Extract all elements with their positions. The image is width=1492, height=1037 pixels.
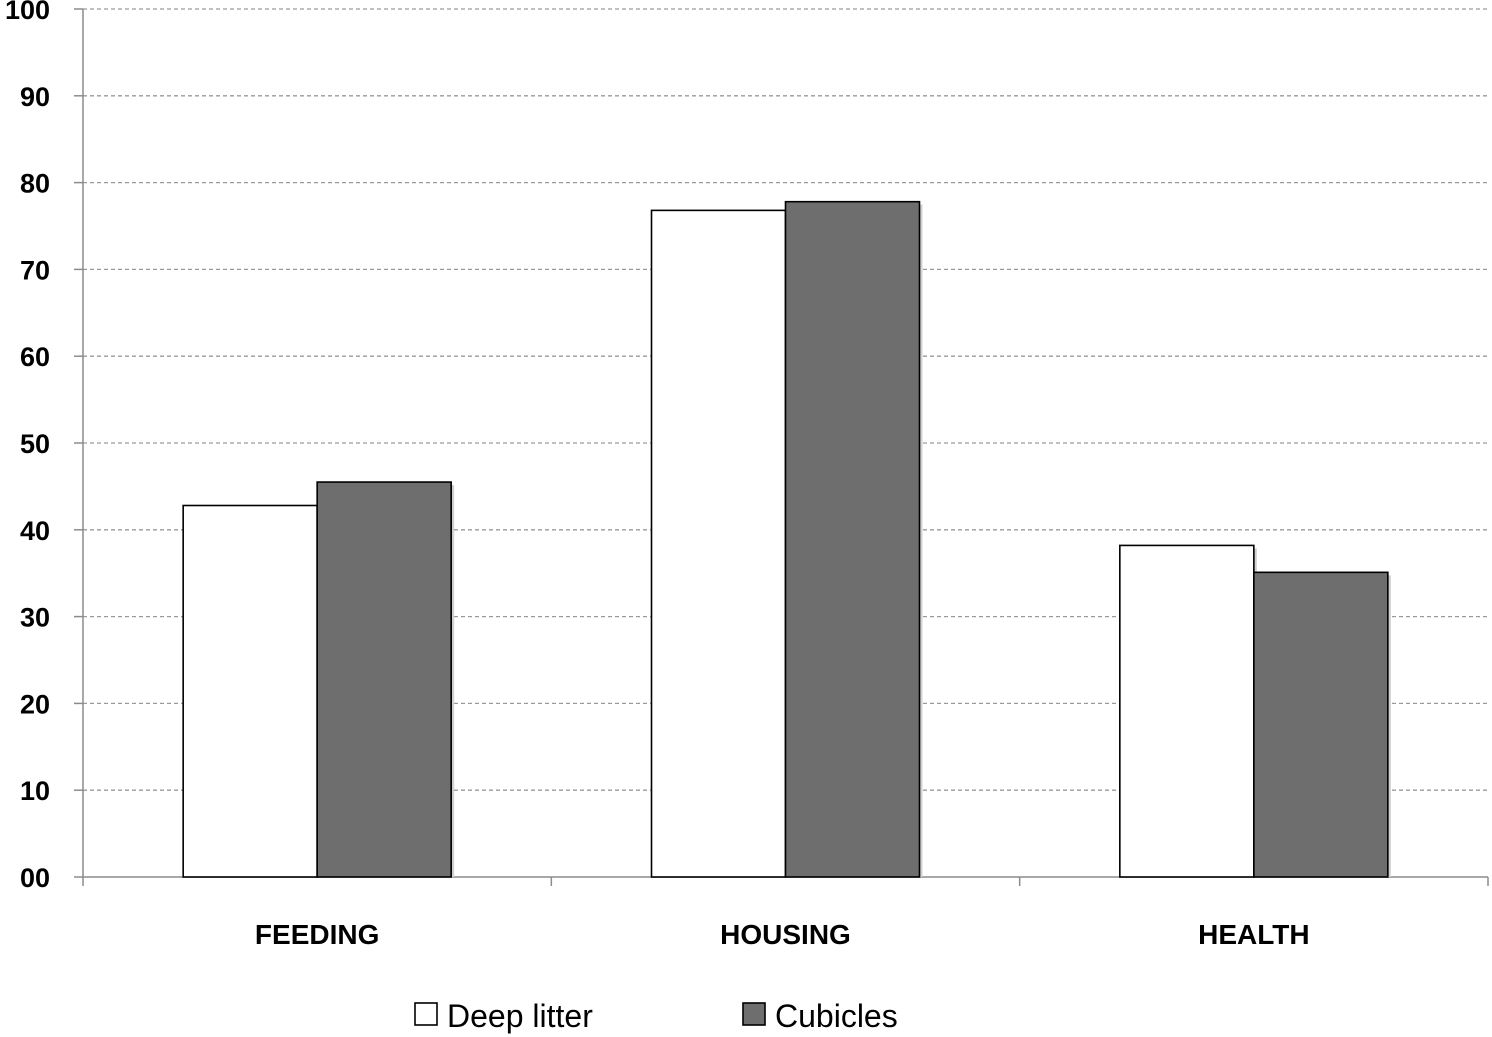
bar-feeding-cubicles [316,481,452,878]
legend-label: Cubicles [775,998,898,1034]
y-tick-label: 30 [20,603,50,633]
x-category-label: FEEDING [255,919,379,950]
y-tick-label: 50 [20,429,50,459]
y-tick-label: 100 [5,0,50,25]
bar-housing-cubicles [784,200,921,878]
axis-labels: 00 10 20 30 40 50 60 70 80 90 100 FEEDING HOUSING HEA… [5,0,1310,950]
legend: Deep litter Cubicles [414,998,898,1034]
bar-housing-deep-litter [650,209,787,878]
bar-feeding-deep-litter [182,504,318,878]
y-tick-label: 00 [20,863,50,893]
legend-swatch [742,1002,766,1026]
y-tick-label: 60 [20,342,50,372]
bar-health-cubicles [1253,571,1389,878]
bar-health-deep-litter [1119,544,1255,878]
bars [182,200,1391,878]
x-category-label: HEALTH [1198,919,1309,950]
y-tick-label: 10 [20,776,50,806]
y-tick-label: 90 [20,82,50,112]
x-category-label: HOUSING [720,919,851,950]
legend-label: Deep litter [447,998,593,1034]
y-tick-label: 20 [20,689,50,719]
y-tick-label: 40 [20,516,50,546]
y-tick-label: 70 [20,255,50,285]
legend-swatch [414,1002,438,1026]
y-tick-label: 80 [20,169,50,199]
